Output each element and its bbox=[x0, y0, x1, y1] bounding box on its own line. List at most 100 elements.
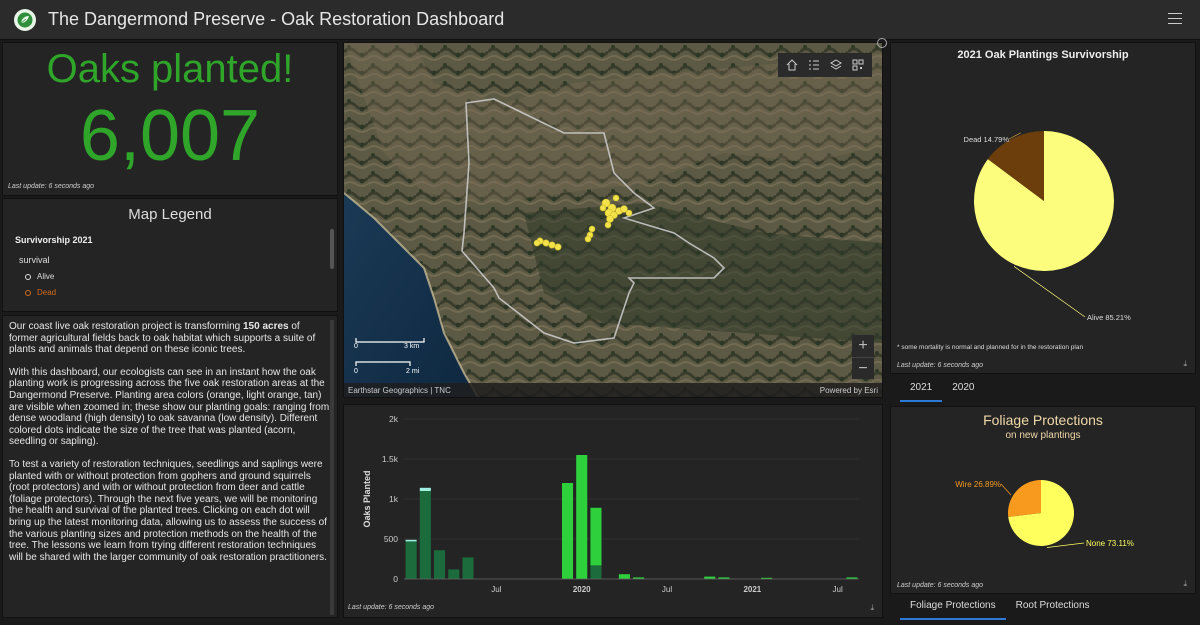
download-icon[interactable]: ⤓ bbox=[1183, 359, 1187, 368]
survivorship-pie-chart[interactable]: Alive 85.21% Dead 14.79% bbox=[891, 57, 1197, 347]
map-view[interactable]: 0 3 km 0 2 mi + − Earthstar Geographics … bbox=[343, 42, 883, 398]
alive-dot-icon bbox=[25, 273, 31, 280]
y-tick-label: 500 bbox=[384, 534, 398, 544]
dead-dot-icon bbox=[25, 289, 31, 296]
y-tick-label: 2k bbox=[389, 414, 399, 424]
bar-top[interactable] bbox=[576, 455, 588, 579]
satellite-imagery[interactable] bbox=[344, 43, 883, 398]
bar-top[interactable] bbox=[590, 507, 602, 566]
plantings-bar-chart[interactable]: Oaks Planted 0 500 1k 1.5k 2k Jul 2020 Jul 2021 Ju… bbox=[344, 405, 884, 601]
bar-top[interactable] bbox=[704, 576, 716, 579]
list-icon[interactable] bbox=[804, 56, 824, 74]
bar-top[interactable] bbox=[633, 577, 645, 579]
scale-mi-label: 2 mi bbox=[406, 368, 420, 375]
survivorship-last-update: Last update: 6 seconds ago bbox=[897, 362, 984, 369]
bar-top[interactable] bbox=[618, 574, 630, 579]
preserve-logo bbox=[14, 8, 36, 31]
layers-icon[interactable] bbox=[826, 56, 846, 74]
bar-top[interactable] bbox=[846, 577, 858, 579]
legend-item-alive: Alive bbox=[25, 272, 337, 281]
map-legend: Map Legend Survivorship 2021 survival Al… bbox=[2, 198, 338, 312]
bar-base[interactable] bbox=[405, 541, 417, 579]
download-icon[interactable]: ⤓ bbox=[1183, 579, 1187, 588]
scale-zero-mi: 0 bbox=[354, 368, 358, 375]
x-tick-label: 2020 bbox=[573, 585, 591, 594]
attribution-powered-by[interactable]: Powered by Esri bbox=[819, 385, 878, 395]
bar-base[interactable] bbox=[590, 565, 602, 579]
zoom-controls: + − bbox=[852, 335, 874, 379]
plantings-bar-panel: Oaks Planted 0 500 1k 1.5k 2k Jul 2020 Jul 2021 Ju… bbox=[343, 404, 883, 618]
tab-2020[interactable]: 2020 bbox=[952, 382, 975, 393]
bar-base[interactable] bbox=[434, 550, 446, 579]
pie-label-none: None 73.11% bbox=[1086, 539, 1134, 548]
indicator-title: Oaks planted! bbox=[46, 47, 294, 91]
bar-top[interactable] bbox=[718, 577, 730, 579]
y-tick-label: 0 bbox=[393, 574, 398, 584]
y-tick-label: 1.5k bbox=[382, 454, 399, 464]
home-icon[interactable] bbox=[782, 56, 802, 74]
app-header: The Dangermond Preserve - Oak Restoratio… bbox=[0, 0, 1200, 40]
map-attribution: Earthstar Geographics | TNC Powered by E… bbox=[344, 383, 882, 397]
bar-top[interactable] bbox=[405, 539, 417, 542]
pie-label-dead: Dead 14.79% bbox=[964, 135, 1010, 144]
bar-top[interactable] bbox=[419, 487, 431, 491]
tab-foliage-protections[interactable]: Foliage Protections bbox=[900, 594, 1006, 620]
pie-leader-line bbox=[1013, 266, 1086, 318]
foliage-pie-panel: Foliage Protections on new plantings Non… bbox=[890, 406, 1196, 594]
indicator-value: 6,007 bbox=[79, 96, 261, 176]
pie-leader-line bbox=[1008, 132, 1021, 140]
scale-zero-km: 0 bbox=[354, 343, 358, 350]
description-paragraph-3: To test a variety of restoration techniq… bbox=[9, 458, 327, 563]
bar-last-update: Last update: 6 seconds ago bbox=[348, 604, 435, 611]
description-panel: Our coast live oak restoration project i… bbox=[2, 315, 338, 618]
survivorship-footnote: * some mortality is normal and planned f… bbox=[897, 344, 1084, 351]
zoom-in-button[interactable]: + bbox=[858, 337, 868, 354]
x-tick-label: 2021 bbox=[743, 585, 761, 594]
x-tick-label: Jul bbox=[491, 585, 501, 594]
bar-base[interactable] bbox=[419, 491, 431, 579]
description-scrollbar[interactable] bbox=[330, 320, 334, 615]
foliage-chart-title: Foliage Protections bbox=[983, 412, 1103, 428]
legend-layer-name: Survivorship 2021 bbox=[15, 235, 93, 245]
pie-label-wire: Wire 26.89% bbox=[955, 480, 1001, 489]
legend-item-label: Alive bbox=[37, 272, 55, 281]
legend-item-dead: Dead bbox=[25, 288, 337, 297]
survivorship-chart-title: 2021 Oak Plantings Survivorship bbox=[957, 49, 1129, 61]
tab-2021[interactable]: 2021 bbox=[900, 376, 943, 402]
pie-slice-dead[interactable] bbox=[987, 131, 1044, 201]
oaks-planted-indicator: Oaks planted! 6,007 Last update: 6 secon… bbox=[2, 42, 338, 196]
bar-top[interactable] bbox=[561, 483, 574, 579]
zoom-out-button[interactable]: − bbox=[852, 357, 874, 379]
protection-tabs: Foliage Protections Root Protections bbox=[900, 594, 1100, 620]
menu-icon[interactable] bbox=[1168, 13, 1182, 25]
pie-leader-line bbox=[1046, 542, 1085, 548]
pie-slice-none[interactable] bbox=[1008, 480, 1074, 546]
qr-icon[interactable] bbox=[848, 56, 868, 74]
survivorship-pie-panel: 2021 Oak Plantings Survivorship Alive 85… bbox=[890, 42, 1196, 374]
legend-item-label: Dead bbox=[37, 288, 57, 297]
page-title: The Dangermond Preserve - Oak Restoratio… bbox=[48, 9, 505, 29]
survivorship-tabs: 2021 2020 bbox=[900, 376, 985, 402]
legend-title: Map Legend bbox=[128, 206, 212, 223]
description-paragraph-2: With this dashboard, our ecologists can … bbox=[9, 366, 330, 448]
description-paragraph-1: Our coast live oak restoration project i… bbox=[9, 321, 316, 356]
pie-slice-wire[interactable] bbox=[1008, 480, 1041, 517]
x-tick-label: Jul bbox=[833, 585, 843, 594]
pie-label-alive: Alive 85.21% bbox=[1087, 313, 1131, 322]
attribution-sources[interactable]: Earthstar Geographics | TNC bbox=[348, 385, 451, 395]
y-axis-label: Oaks Planted bbox=[362, 470, 372, 527]
foliage-last-update: Last update: 6 seconds ago bbox=[897, 582, 984, 589]
pie-leader-line bbox=[1000, 483, 1012, 496]
map-scale-bar: 0 3 km 0 2 mi bbox=[354, 336, 434, 375]
foliage-chart-subtitle: on new plantings bbox=[1005, 430, 1081, 441]
bar-base[interactable] bbox=[448, 569, 460, 579]
foliage-pie-chart[interactable]: None 73.11% Wire 26.89% bbox=[891, 443, 1197, 583]
download-icon[interactable]: ⤓ bbox=[870, 603, 874, 612]
legend-scrollbar[interactable] bbox=[330, 229, 334, 269]
bar-base[interactable] bbox=[462, 557, 474, 579]
x-tick-label: Jul bbox=[662, 585, 672, 594]
bar-top[interactable] bbox=[761, 577, 773, 579]
indicator-last-update: Last update: 6 seconds ago bbox=[8, 183, 95, 190]
tab-root-protections[interactable]: Root Protections bbox=[1015, 600, 1090, 611]
expand-icon[interactable] bbox=[877, 38, 887, 48]
